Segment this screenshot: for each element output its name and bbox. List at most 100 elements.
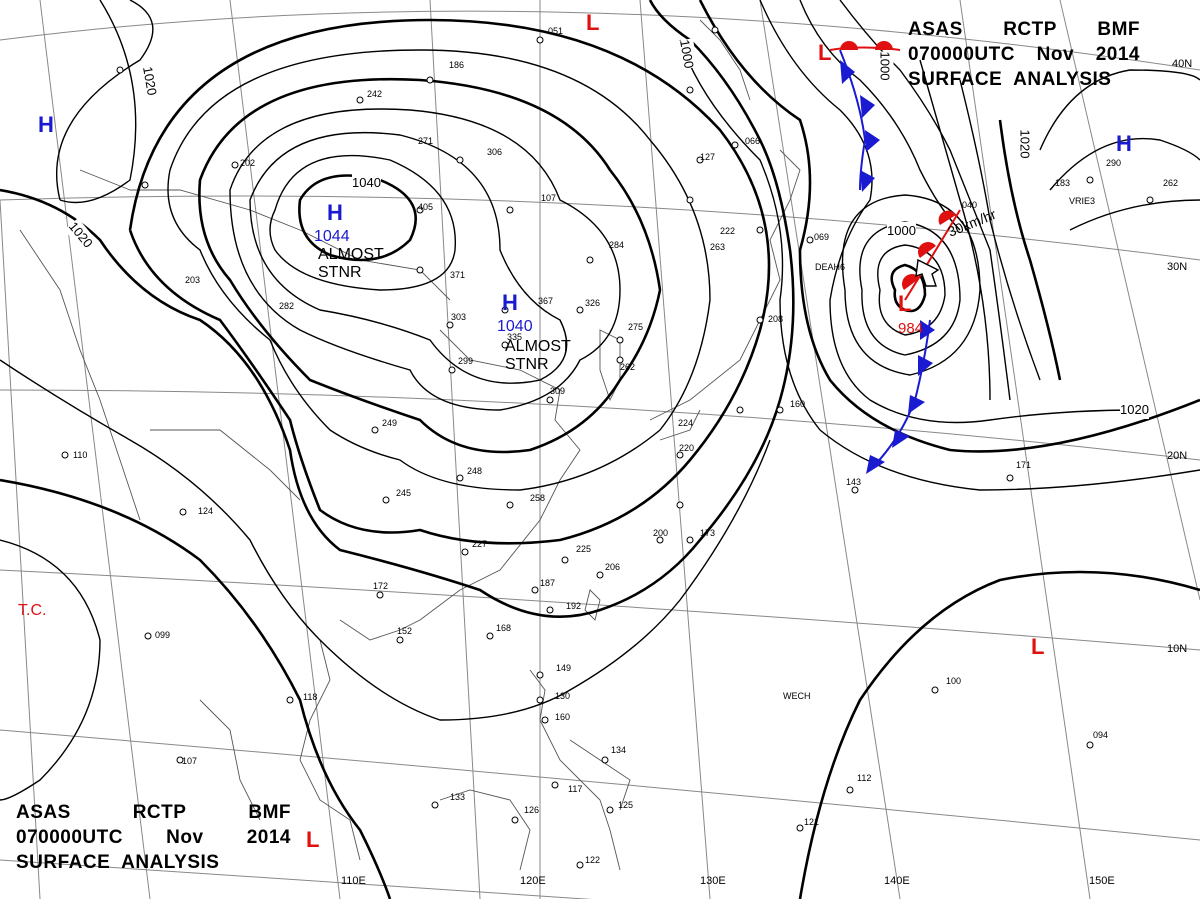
warm-front-pip	[918, 242, 936, 258]
isobar-ne-7	[959, 79, 1041, 381]
isobar-ne-3	[679, 39, 1200, 491]
station-plot-value: 133	[450, 792, 466, 802]
isobar-1036	[269, 154, 457, 291]
parallel-10n	[0, 569, 1200, 651]
station-plot-value: 242	[367, 89, 383, 99]
station-plot-value: 200	[653, 528, 669, 538]
typhoon-motion-arrow	[915, 258, 940, 287]
station-plot-value: 262	[620, 362, 636, 372]
cold-front-pip	[908, 395, 925, 414]
longitude-label: 120E	[520, 875, 546, 887]
station-plot-value: 220	[679, 443, 695, 453]
isobar-1012-sw	[0, 359, 771, 721]
station-plot-value: 263	[710, 242, 726, 252]
high-pressure-secondary-value: 1040	[497, 318, 533, 335]
station-plot-value: 282	[279, 301, 295, 311]
station-plot-value: 225	[576, 544, 592, 554]
longitude-label: 150E	[1089, 875, 1115, 887]
station-plot-value: 309	[550, 386, 566, 396]
cold-front-pip	[920, 320, 935, 340]
isobar-east-high-2	[1049, 137, 1200, 191]
header-center: RCTP	[1003, 19, 1057, 40]
warm-front	[829, 41, 961, 301]
station-plot-value: 117	[568, 784, 583, 794]
station-plot-value: 160	[790, 399, 806, 409]
header-agency: ASAS	[908, 19, 963, 40]
isobar-1012	[56, 0, 154, 201]
parallel-south	[0, 859, 593, 899]
isobar-1032	[249, 131, 568, 384]
station-plot-value: 173	[700, 528, 716, 538]
station-markers	[61, 26, 1154, 869]
station-plot-value: 126	[524, 805, 540, 815]
longitude-label: 130E	[700, 875, 726, 887]
station-plot-value: 258	[530, 493, 546, 503]
station-plot-value: 069	[814, 232, 830, 242]
station-plot-value: 094	[1093, 730, 1109, 740]
header-product: BMF	[1097, 19, 1140, 40]
isobar-1016	[128, 18, 771, 545]
warm-front-pip	[938, 210, 956, 225]
station-plot-value: 168	[496, 623, 512, 633]
header-time: 070000UTC	[16, 827, 123, 848]
station-plot-value: 186	[449, 60, 465, 70]
cold-front-pip	[840, 60, 855, 84]
header-month: Nov	[166, 827, 204, 848]
station-plot-value: 171	[1016, 460, 1032, 470]
longitude-label: 110E	[341, 875, 366, 887]
station-plot-value: 206	[605, 562, 621, 572]
station-plot-value: 122	[585, 855, 601, 865]
station-plot-value: 290	[1106, 158, 1122, 168]
station-plot-value: 183	[1055, 178, 1071, 188]
header-title: SURFACE ANALYSIS	[16, 852, 220, 873]
coast-japan	[649, 149, 801, 421]
station-plot-value: 112	[857, 773, 872, 783]
low-pressure-typhoon-value: 984	[898, 320, 924, 337]
high-pressure-secondary-status: ALMOST STNR	[505, 338, 575, 374]
isobar-label: 1020	[1015, 129, 1034, 159]
header-top: ASAS RCTP BMF 070000UTC Nov 2014 SURFACE…	[908, 17, 1140, 92]
header-time: 070000UTC	[908, 44, 1015, 65]
isobar-1040-inner	[298, 174, 417, 262]
station-plot-value: 303	[451, 312, 467, 322]
isobar-label: 1040	[352, 174, 381, 192]
latitude-label: 10N	[1167, 643, 1188, 655]
station-plot-value: 335	[507, 332, 523, 342]
meridian-110e	[229, 0, 341, 899]
header-bottom: ASAS RCTP BMF 070000UTC Nov 2014 SURFACE…	[16, 800, 291, 875]
station-plot-value: 118	[303, 692, 318, 702]
station-name: DEAH6	[815, 262, 846, 272]
station-plot-value: 124	[198, 506, 214, 516]
coast-china	[339, 329, 581, 641]
status-text: ALMOST STNR	[505, 338, 571, 373]
low-pressure-pacific-symbol: L	[1031, 634, 1045, 659]
station-plot-value: 149	[556, 663, 572, 673]
station-plot-value: 100	[946, 676, 962, 686]
cold-front-pip	[860, 170, 875, 192]
coast-kuril	[699, 19, 751, 101]
isobar-1024	[198, 77, 662, 454]
station-plot-value: 110	[73, 450, 88, 460]
station-plot-value: 371	[450, 270, 466, 280]
meridian-130e	[639, 0, 711, 899]
station-plot-value: 121	[804, 817, 820, 827]
header-agency: ASAS	[16, 802, 71, 823]
isobar-typhoon-3	[859, 221, 961, 356]
high-pressure-east-symbol: H	[1116, 131, 1132, 156]
station-plot-value: 192	[566, 601, 582, 611]
header-bottom-line1: ASAS RCTP BMF	[16, 800, 291, 825]
station-name: WECH	[783, 691, 811, 701]
station-plot-value: 134	[611, 745, 627, 755]
border-west	[19, 229, 141, 521]
station-plot-value: 130	[555, 691, 571, 701]
cold-front-pip	[918, 355, 933, 376]
station-plot-value: 125	[618, 800, 634, 810]
meridian-140e	[759, 0, 901, 899]
station-plot-value: 152	[397, 626, 413, 636]
parallel-40n	[0, 10, 1200, 71]
header-top-line1: ASAS RCTP BMF	[908, 17, 1140, 42]
header-title: SURFACE ANALYSIS	[908, 69, 1112, 90]
coast-japan-south	[659, 409, 701, 441]
header-year: 2014	[246, 827, 291, 848]
station-plot-value: 107	[182, 756, 198, 766]
